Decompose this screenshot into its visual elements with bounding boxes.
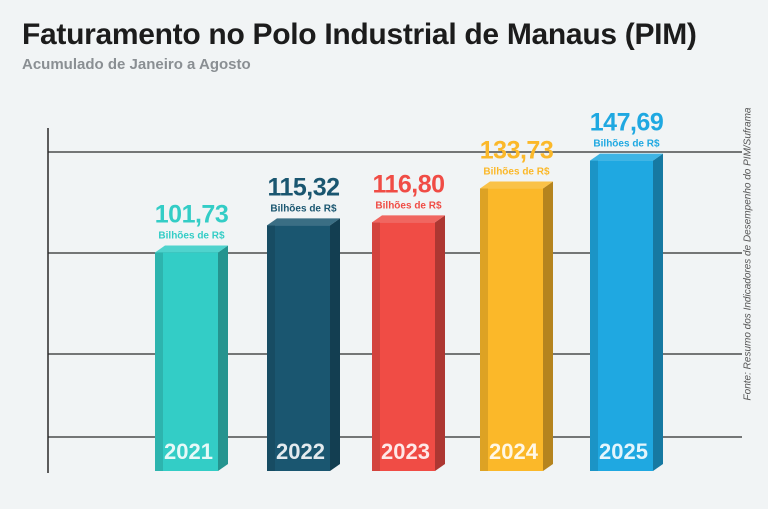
- bar-2021: [155, 252, 218, 471]
- bar-top-2025: [590, 153, 663, 161]
- chart-title: Faturamento no Polo Industrial de Manaus…: [22, 18, 697, 51]
- bar-2025: [590, 160, 653, 471]
- unit-label: Bilhões de R$: [483, 167, 550, 178]
- bar-edge-2023: [372, 222, 380, 471]
- x-tick-label: 2023: [381, 439, 430, 464]
- bar-side-2023: [435, 215, 445, 471]
- chart-subtitle: Acumulado de Janeiro a Agosto: [22, 56, 251, 73]
- bar-edge-2025: [590, 160, 598, 471]
- bar-2023: [372, 222, 435, 471]
- bar-2024: [480, 188, 543, 472]
- x-tick-label: 2021: [164, 439, 213, 464]
- data-label: 116,80: [372, 170, 444, 198]
- bar-side-2022: [330, 218, 340, 471]
- bar-top-2022: [267, 218, 340, 226]
- data-label: 101,73: [155, 201, 228, 229]
- bar-side-2021: [218, 245, 228, 471]
- x-tick-label: 2024: [489, 439, 539, 464]
- bar-top-2024: [480, 181, 553, 189]
- bar-edge-2024: [480, 188, 488, 472]
- x-tick-label: 2025: [599, 439, 648, 464]
- bar-2022: [267, 225, 330, 471]
- data-label: 133,73: [480, 137, 553, 165]
- bar-edge-2022: [267, 225, 275, 471]
- unit-label: Bilhões de R$: [375, 200, 442, 211]
- x-tick-label: 2022: [276, 439, 325, 464]
- data-label: 147,69: [590, 109, 663, 137]
- bar-edge-2021: [155, 252, 163, 471]
- unit-label: Bilhões de R$: [593, 139, 660, 150]
- data-label: 115,32: [267, 173, 339, 201]
- bar-top-2023: [372, 215, 445, 223]
- unit-label: Bilhões de R$: [158, 231, 225, 242]
- bar-top-2021: [155, 245, 228, 253]
- unit-label: Bilhões de R$: [270, 203, 337, 214]
- bar-side-2024: [543, 181, 553, 472]
- bar-side-2025: [653, 153, 663, 471]
